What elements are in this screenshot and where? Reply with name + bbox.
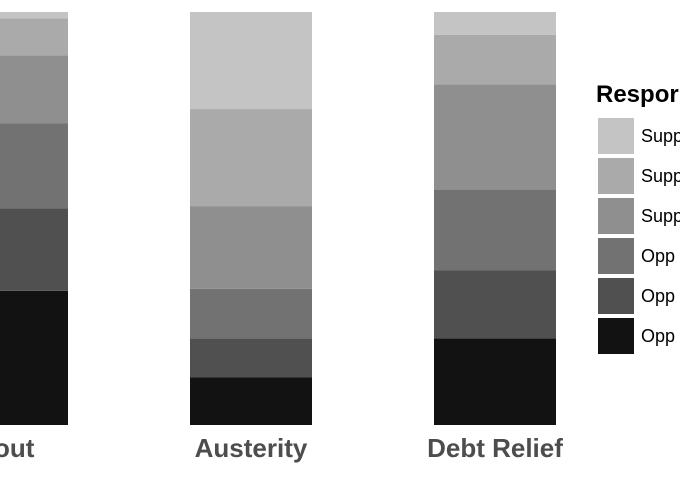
bar-segment-2-2: [434, 189, 556, 271]
legend-entry-label: Supp: [641, 166, 680, 186]
bar-segment-2-3: [434, 84, 556, 190]
legend: Respor Supp Supp Supp Opp Opp Opp: [596, 81, 680, 354]
bar-segment-1-1: [190, 338, 312, 378]
legend-entry-label: Opp: [641, 326, 675, 346]
legend-key-swatch: [598, 198, 634, 234]
legend-key-swatch: [598, 158, 634, 194]
bar-segment-0-3: [0, 55, 68, 124]
bar-segment-1-3: [190, 206, 312, 289]
legend-entry-label: Supp: [641, 126, 680, 146]
bar-segment-1-2: [190, 288, 312, 339]
x-tick-label: Austerity: [195, 433, 308, 463]
bar-segment-0-4: [0, 18, 68, 56]
legend-entry-label: Opp: [641, 286, 675, 306]
legend-key-swatch: [598, 318, 634, 354]
legend-title: Respor: [596, 81, 679, 108]
bar-segment-0-2: [0, 123, 68, 209]
bar-segment-2-1: [434, 270, 556, 339]
bar-segment-0-0: [0, 290, 68, 425]
legend-key-swatch: [598, 118, 634, 154]
bar-segment-0-5: [0, 12, 68, 19]
x-tick-label: Debt Relief: [427, 433, 563, 463]
legend-entry-label: Opp: [641, 246, 675, 266]
bar-segment-1-4: [190, 109, 312, 207]
bar-segment-1-5: [190, 12, 312, 110]
bar-segment-2-5: [434, 12, 556, 35]
legend-key-swatch: [598, 278, 634, 314]
bar-segment-2-0: [434, 338, 556, 425]
legend-key-swatch: [598, 238, 634, 274]
bar-segment-2-4: [434, 34, 556, 85]
x-tick-label: ilout: [0, 433, 35, 463]
bar-segment-1-0: [190, 377, 312, 425]
bars-group: [0, 12, 556, 425]
bar-segment-0-1: [0, 208, 68, 291]
legend-entry-label: Supp: [641, 206, 680, 226]
